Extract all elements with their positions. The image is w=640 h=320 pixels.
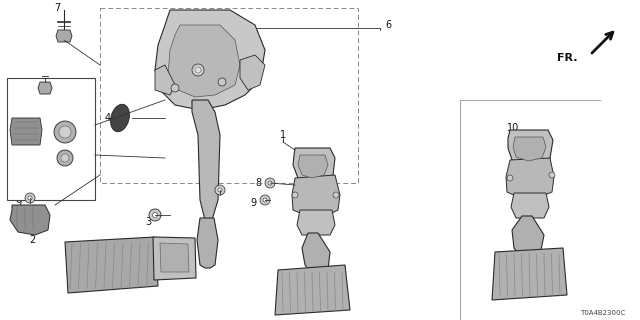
- Polygon shape: [508, 130, 553, 166]
- Ellipse shape: [149, 209, 161, 221]
- Ellipse shape: [260, 195, 270, 205]
- Ellipse shape: [507, 175, 513, 181]
- Polygon shape: [10, 205, 50, 235]
- Polygon shape: [56, 30, 72, 42]
- Polygon shape: [197, 218, 218, 268]
- Ellipse shape: [28, 196, 32, 200]
- Ellipse shape: [54, 121, 76, 143]
- Ellipse shape: [61, 154, 69, 162]
- Text: 9: 9: [205, 188, 211, 198]
- Polygon shape: [240, 55, 265, 90]
- Polygon shape: [302, 233, 330, 278]
- Polygon shape: [155, 10, 265, 110]
- Text: 12: 12: [24, 90, 36, 100]
- Ellipse shape: [268, 181, 272, 185]
- Polygon shape: [513, 137, 546, 161]
- Ellipse shape: [218, 78, 226, 86]
- Bar: [7, 78, 95, 200]
- Text: 9: 9: [15, 198, 21, 208]
- Ellipse shape: [292, 192, 298, 198]
- Text: FR.: FR.: [557, 53, 577, 63]
- Text: 11: 11: [24, 110, 36, 120]
- Ellipse shape: [265, 178, 275, 188]
- Polygon shape: [38, 82, 52, 94]
- Bar: [100, 8, 358, 183]
- Text: 3: 3: [145, 217, 151, 227]
- Polygon shape: [192, 100, 220, 220]
- Ellipse shape: [57, 150, 73, 166]
- Text: T0A4B2300C: T0A4B2300C: [580, 310, 625, 316]
- Ellipse shape: [263, 198, 267, 202]
- Polygon shape: [168, 25, 240, 97]
- Ellipse shape: [25, 193, 35, 203]
- Text: 10: 10: [507, 123, 519, 133]
- Text: 4: 4: [105, 113, 111, 123]
- Polygon shape: [511, 193, 549, 218]
- Ellipse shape: [333, 192, 339, 198]
- Polygon shape: [275, 265, 350, 315]
- Ellipse shape: [111, 104, 129, 132]
- Ellipse shape: [171, 84, 179, 92]
- Ellipse shape: [549, 172, 555, 178]
- Text: 2: 2: [29, 235, 35, 245]
- Text: 9: 9: [250, 198, 256, 208]
- Ellipse shape: [152, 212, 157, 218]
- Text: 7: 7: [54, 3, 60, 13]
- Polygon shape: [297, 210, 335, 235]
- Ellipse shape: [195, 67, 201, 73]
- Polygon shape: [512, 216, 544, 263]
- Ellipse shape: [215, 185, 225, 195]
- Polygon shape: [293, 148, 335, 183]
- Text: 5: 5: [79, 243, 85, 253]
- Text: 6: 6: [385, 20, 391, 30]
- Polygon shape: [65, 237, 158, 293]
- Ellipse shape: [192, 64, 204, 76]
- Text: 1: 1: [280, 130, 286, 140]
- Polygon shape: [153, 237, 196, 280]
- Polygon shape: [160, 243, 189, 272]
- Text: 11: 11: [24, 160, 36, 170]
- Ellipse shape: [59, 126, 71, 138]
- Polygon shape: [506, 158, 554, 197]
- Polygon shape: [298, 155, 328, 178]
- Polygon shape: [155, 65, 175, 95]
- Polygon shape: [292, 175, 340, 215]
- Polygon shape: [492, 248, 567, 300]
- Ellipse shape: [218, 188, 222, 192]
- Text: 8: 8: [255, 178, 261, 188]
- Polygon shape: [10, 118, 42, 145]
